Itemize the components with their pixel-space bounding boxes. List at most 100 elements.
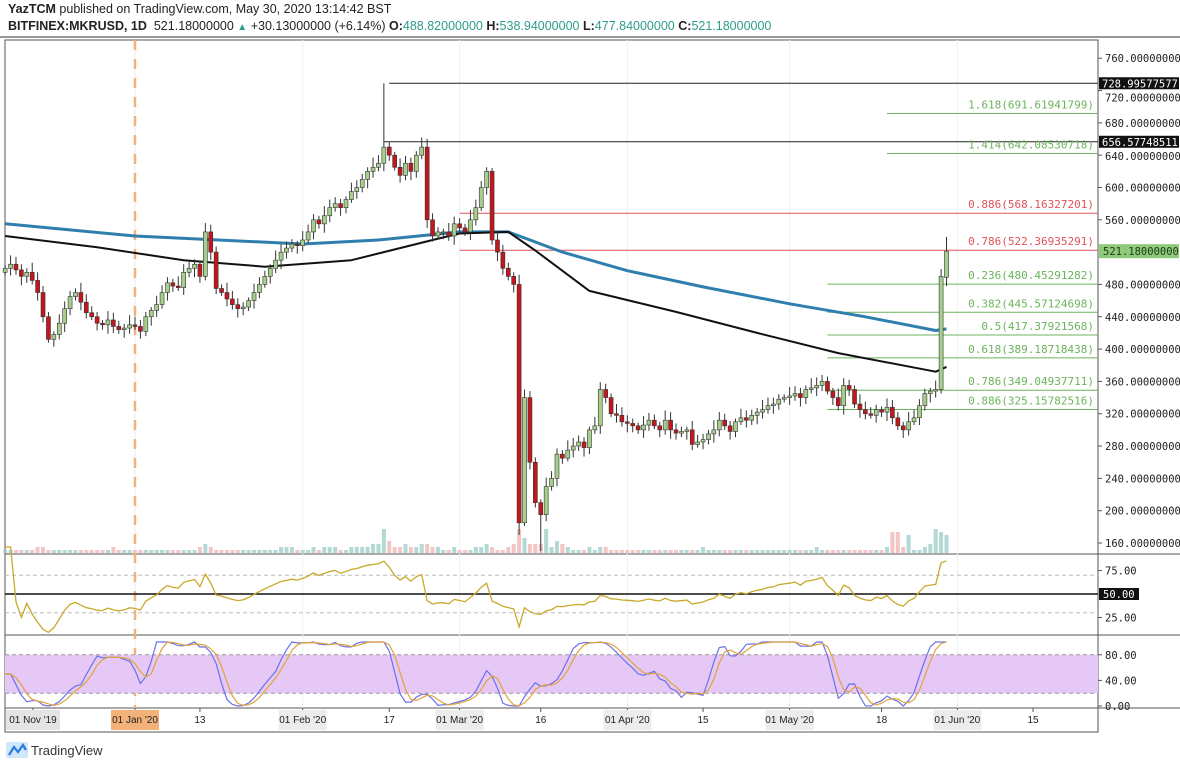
- candle-body: [289, 243, 295, 249]
- candle-body: [754, 411, 760, 416]
- moving-average-line: [5, 230, 947, 373]
- volume-bar: [695, 550, 700, 553]
- volume-bar: [847, 550, 852, 553]
- candle-body: [879, 409, 884, 413]
- volume-bar: [657, 550, 662, 553]
- volume-bar: [933, 529, 938, 553]
- volume-bar: [511, 544, 516, 553]
- candle-body: [94, 316, 100, 324]
- fib-level-label: 0.786(349.04937711): [968, 375, 1094, 388]
- volume-bar: [414, 547, 419, 553]
- y-tick-label: 720.00000000: [1105, 92, 1180, 104]
- volume-bar: [863, 550, 868, 553]
- volume-bar: [376, 544, 381, 553]
- candle-body: [284, 247, 289, 253]
- volume-bar: [284, 547, 289, 553]
- candle-body: [159, 292, 165, 305]
- volume-bar: [895, 532, 900, 553]
- volume-bar: [111, 547, 116, 553]
- candle-body: [933, 389, 938, 392]
- volume-bar: [338, 550, 343, 553]
- volume-bar: [793, 550, 798, 553]
- volume-bar: [13, 550, 18, 553]
- volume-bar: [565, 547, 570, 553]
- candle-body: [213, 251, 219, 289]
- candle-body: [890, 406, 895, 419]
- candle-body: [403, 162, 408, 176]
- x-tick-bg: [435, 710, 484, 730]
- candle-body: [803, 389, 809, 398]
- volume-bar: [857, 550, 862, 553]
- author[interactable]: YazTCM: [8, 2, 56, 16]
- level-axis-tag: [1099, 135, 1179, 148]
- candle-body: [67, 296, 73, 309]
- candle-body: [251, 292, 257, 301]
- volume-bar: [279, 547, 284, 553]
- candle-body: [922, 393, 928, 406]
- fib-level-label: 0.618(389.18718438): [968, 343, 1094, 356]
- volume-bar: [343, 550, 348, 553]
- candle-body: [863, 409, 868, 415]
- volume-bar: [273, 550, 278, 553]
- volume-bar: [360, 547, 365, 553]
- volume-bar: [468, 550, 473, 553]
- candle-body: [408, 162, 414, 172]
- volume-bar: [19, 550, 24, 553]
- volume-bar: [435, 547, 440, 553]
- candle-body: [127, 324, 132, 329]
- volume-bar: [522, 538, 527, 553]
- chart-frame: [4, 39, 1099, 733]
- candle-body: [570, 445, 576, 451]
- volume-bar: [609, 550, 614, 553]
- candle-body: [235, 304, 241, 309]
- volume-bar: [446, 550, 451, 553]
- candle-body: [365, 171, 370, 180]
- volume-bar: [463, 550, 468, 553]
- candle-body: [414, 154, 419, 172]
- candle-body: [294, 243, 300, 246]
- candle-body: [641, 424, 646, 431]
- y-tick-label: 480.00000000: [1105, 279, 1180, 291]
- candle-body: [370, 166, 376, 172]
- volume-bar: [192, 550, 197, 553]
- candle-body: [446, 231, 452, 237]
- candle-body: [208, 231, 214, 253]
- volume-bar: [84, 550, 89, 553]
- volume-bar: [652, 550, 657, 553]
- x-tick-label: 15: [697, 715, 709, 726]
- volume-bar: [78, 550, 83, 553]
- volume-bar: [208, 547, 213, 553]
- candle-body: [495, 239, 500, 253]
- volume-bar: [73, 550, 78, 553]
- y-tick-label: 320.00000000: [1105, 409, 1180, 421]
- volume-bar: [479, 547, 484, 553]
- volume-bar: [663, 550, 668, 553]
- candle-body: [527, 397, 533, 463]
- candle-body: [792, 393, 798, 397]
- candle-body: [733, 421, 738, 432]
- volume-bar: [603, 547, 608, 553]
- candle-body: [392, 154, 397, 168]
- candle-body: [608, 397, 614, 415]
- close-label: C:: [678, 19, 692, 33]
- tradingview-logo[interactable]: TradingView: [6, 742, 103, 758]
- stoch-d-line: [5, 641, 947, 707]
- volume-bar: [706, 550, 711, 553]
- volume-bar: [803, 550, 808, 553]
- volume-bar: [441, 550, 446, 553]
- volume-bar: [306, 550, 311, 553]
- candle-body: [219, 288, 224, 293]
- volume-bar: [41, 547, 46, 553]
- volume-bar: [219, 550, 224, 553]
- x-tick-bg: [765, 710, 814, 730]
- candle-body: [835, 397, 841, 406]
- candle-body: [673, 429, 679, 434]
- y-tick-label: 400.00000000: [1105, 344, 1180, 356]
- candle-body: [100, 322, 105, 326]
- volume-bar: [105, 550, 110, 553]
- candle-body: [738, 417, 744, 423]
- volume-bar: [138, 550, 143, 553]
- volume-bar: [679, 550, 684, 553]
- candle-body: [143, 316, 149, 332]
